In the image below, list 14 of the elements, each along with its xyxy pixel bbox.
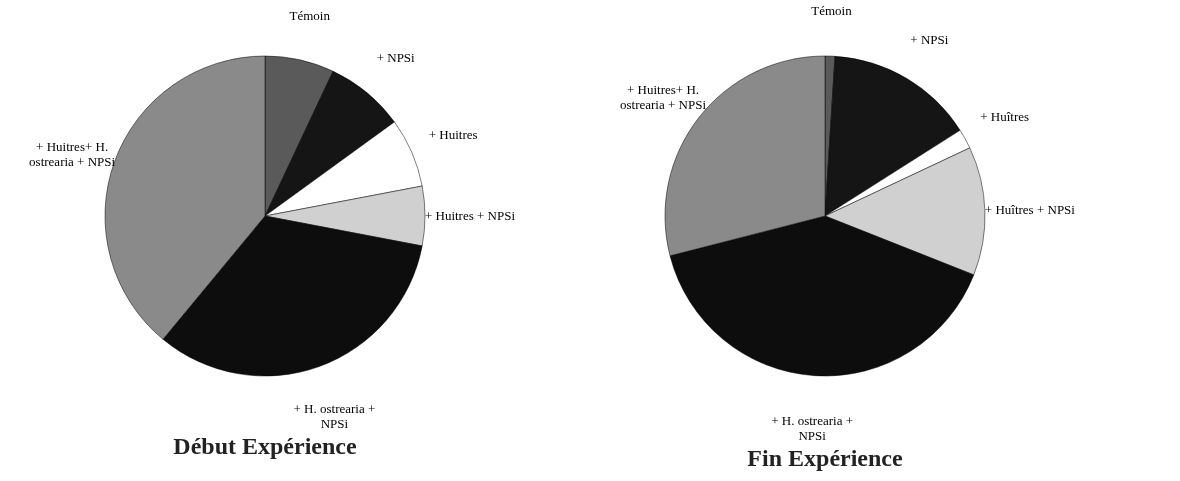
text: Début Expérience xyxy=(173,432,357,459)
text: Fin Expérience xyxy=(747,444,903,471)
slice-label: + Huitres+ H. ostrearia + NPSi xyxy=(29,138,116,169)
slice-label: + Huitres + NPSi xyxy=(424,208,516,223)
slice-label: + H. ostrearia + NPSi xyxy=(771,412,854,443)
slice-label: + Huitres xyxy=(428,126,478,142)
slice-label: + Huîtres + NPSi xyxy=(984,201,1076,217)
slice-label: Témoin xyxy=(289,7,331,23)
slice-label: + NPSi xyxy=(910,31,949,47)
slice-label: + Huîtres xyxy=(980,109,1030,125)
slice-label: + NPSi xyxy=(376,50,416,66)
slice-label: + H. ostrearia + NPSi xyxy=(293,400,376,431)
slice-label: + Huitres+ H. ostrearia + NPSi xyxy=(619,82,707,113)
slice-label: Témoin xyxy=(811,3,853,19)
